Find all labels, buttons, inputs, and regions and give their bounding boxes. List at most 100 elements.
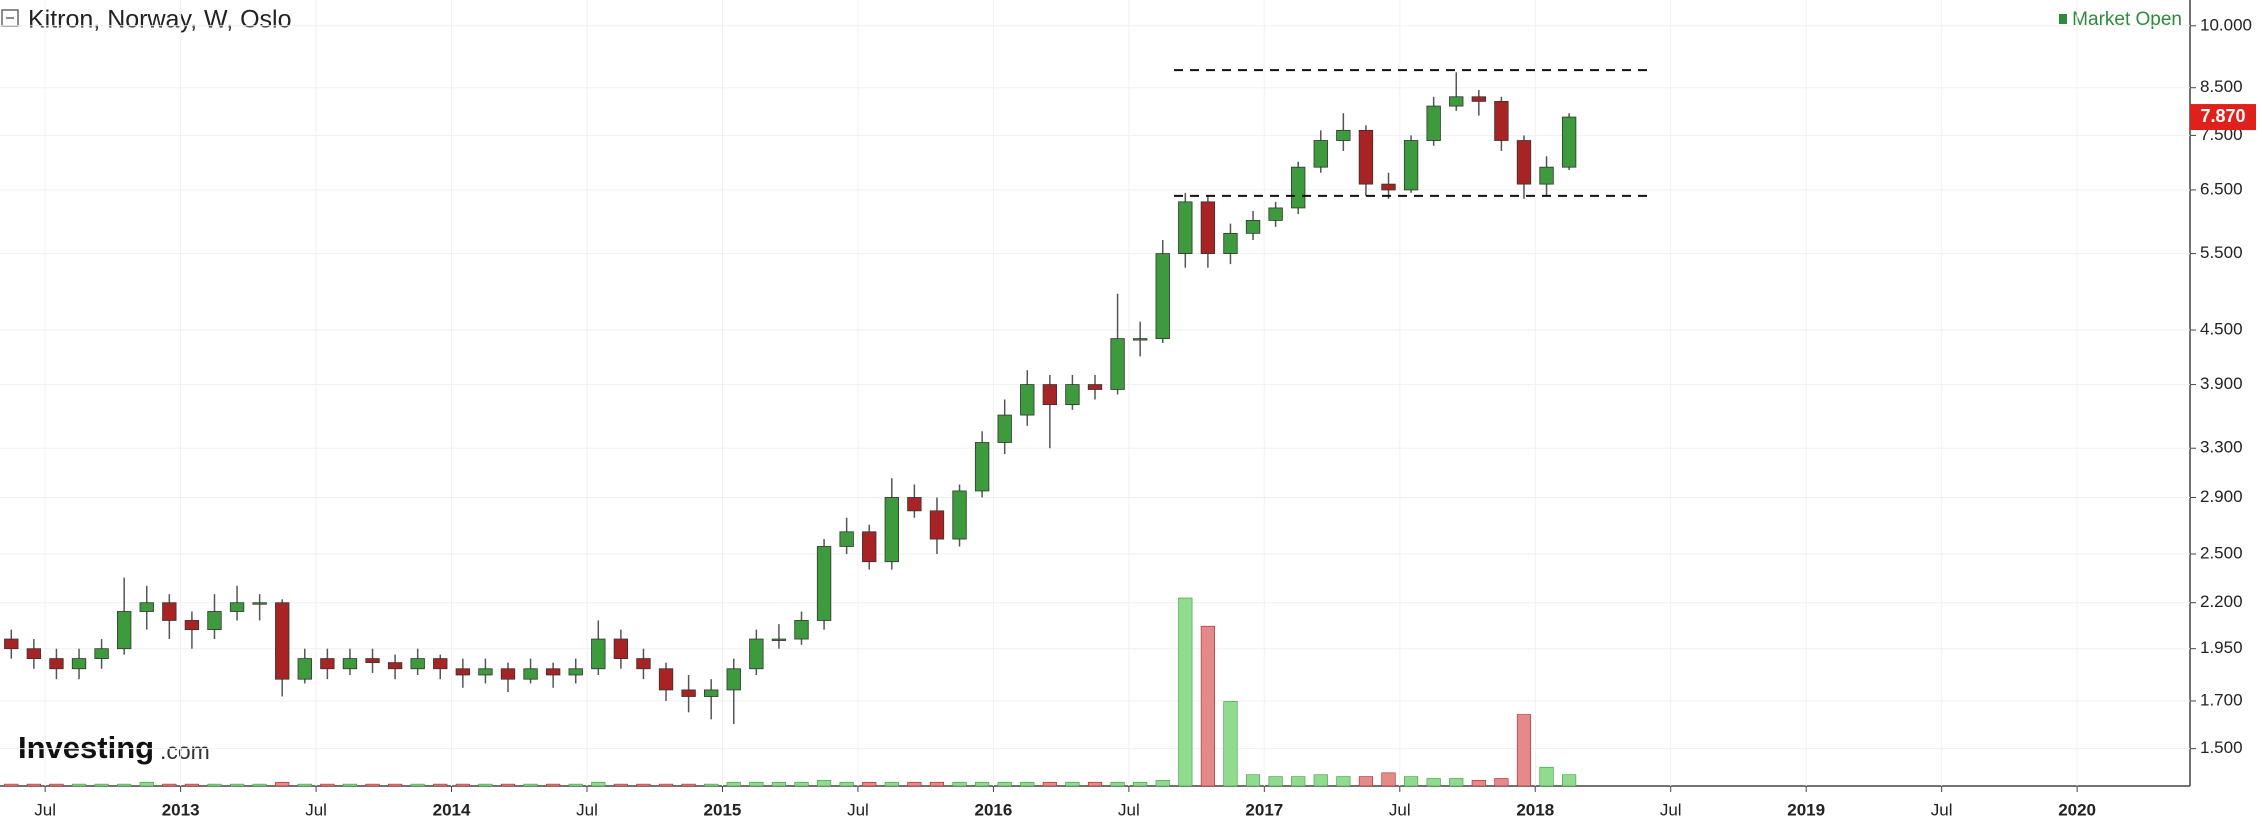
brand-suffix: .com — [160, 738, 210, 764]
candle-body — [1132, 338, 1148, 341]
volume-bar — [410, 783, 425, 787]
candle-body — [71, 658, 87, 670]
candle-body — [545, 668, 561, 676]
x-tick-label: Jul — [1389, 800, 1411, 819]
volume-bar — [636, 783, 651, 787]
y-tick-label: 6.500 — [2200, 179, 2243, 198]
x-tick-label: 2019 — [1787, 800, 1825, 819]
candle-body — [907, 497, 922, 512]
volume-bar — [388, 783, 403, 787]
candle-body — [433, 658, 448, 670]
candle-body — [1381, 183, 1396, 191]
candle-body — [1110, 338, 1125, 390]
candle-body — [929, 510, 945, 540]
candle-body — [1336, 129, 1351, 141]
volume-bar — [1042, 781, 1057, 787]
volume-bar — [704, 783, 719, 787]
volume-bar — [500, 783, 516, 787]
y-tick-label: 2.500 — [2200, 544, 2243, 563]
x-tick-label: 2014 — [433, 800, 471, 819]
x-tick-label: 2015 — [704, 800, 742, 819]
volume-bar — [252, 783, 267, 787]
volume-bar — [297, 783, 312, 787]
candle-body — [658, 668, 674, 691]
volume-bar — [117, 783, 132, 787]
candle-body — [726, 668, 741, 691]
candle-body — [478, 668, 493, 676]
x-tick-label: Jul — [1931, 800, 1953, 819]
volume-bar — [1404, 776, 1419, 787]
candle-body — [162, 602, 177, 621]
candle-body — [1178, 201, 1193, 254]
candle-body — [139, 602, 154, 612]
candle-body — [1291, 166, 1306, 209]
volume-bar — [433, 783, 448, 787]
volume-bar — [523, 783, 538, 787]
volume-bar — [952, 781, 967, 787]
volume-bar — [1065, 781, 1080, 787]
candle-body — [681, 689, 696, 697]
volume-bar — [1471, 780, 1486, 787]
candle-body — [1155, 253, 1170, 340]
y-tick-label: 5.500 — [2200, 243, 2243, 262]
candle-body — [320, 658, 335, 670]
last-price-box — [2190, 104, 2256, 131]
volume-bar — [862, 781, 877, 787]
candle-body — [1561, 116, 1577, 168]
volume-bar — [1426, 778, 1441, 787]
candle-body — [365, 658, 380, 664]
x-tick-label: 2020 — [2058, 800, 2096, 819]
candle-body — [26, 648, 42, 659]
volume-bar — [929, 781, 945, 787]
volume-bar — [49, 783, 64, 787]
volume-bar — [1087, 781, 1103, 787]
y-tick-label: 1.500 — [2200, 738, 2243, 757]
y-tick-label: 3.900 — [2200, 374, 2243, 393]
candle-body — [1494, 100, 1509, 141]
volume-bar — [342, 783, 358, 787]
volume-bar — [139, 781, 154, 787]
candle-body — [1516, 140, 1532, 185]
volume-bar — [613, 783, 628, 787]
candle-body — [4, 638, 19, 650]
candle-body — [1245, 220, 1261, 234]
volume-bar — [365, 783, 380, 787]
volume-bar — [94, 783, 109, 787]
candle-body — [568, 668, 583, 676]
candle-body — [1471, 96, 1486, 102]
candle-body — [636, 658, 651, 670]
x-tick-label: 2016 — [974, 800, 1012, 819]
y-tick-label: 4.500 — [2200, 320, 2243, 339]
last-price-label: 7.870 — [2200, 106, 2245, 126]
candle-body — [1426, 105, 1441, 141]
volume-bar — [275, 781, 290, 787]
volume-bar — [794, 781, 809, 787]
candle-body — [184, 620, 200, 631]
candle-body — [1065, 384, 1080, 406]
x-tick-label: Jul — [305, 800, 327, 819]
candle-body — [297, 658, 312, 680]
candle-body — [500, 668, 516, 680]
status-dot — [2059, 14, 2067, 24]
volume-bar — [1223, 701, 1238, 787]
volume-bar — [1178, 597, 1193, 787]
volume-bar — [1133, 781, 1148, 787]
volume-bar — [1291, 776, 1306, 787]
candle-body — [839, 531, 854, 547]
candle-body — [816, 546, 832, 621]
candle-body — [1313, 140, 1328, 168]
volume-bar — [229, 783, 245, 787]
market-status: Market Open — [2072, 9, 2182, 30]
volume-bar — [4, 783, 19, 787]
candle-body — [974, 442, 990, 492]
volume-bar — [726, 781, 741, 787]
x-tick-label: 2018 — [1516, 800, 1554, 819]
volume-bar — [771, 781, 786, 787]
volume-bar — [1268, 776, 1283, 787]
chart-title: Kitron, Norway, W, Oslo — [28, 6, 292, 34]
candle-body — [342, 658, 358, 670]
x-tick-label: Jul — [576, 800, 598, 819]
volume-bar — [1155, 780, 1170, 787]
volume-bar — [1516, 714, 1532, 787]
